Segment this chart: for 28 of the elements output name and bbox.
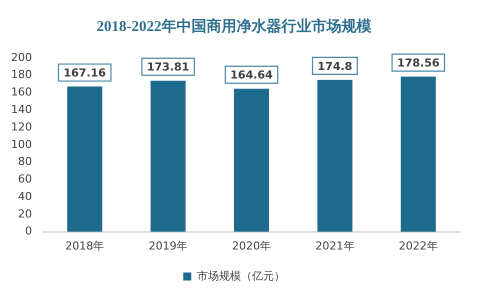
- y-tick-label: 200: [10, 50, 32, 64]
- x-tick-label: 2019年: [148, 239, 188, 252]
- legend-label: 市场规模（亿元）: [196, 269, 285, 282]
- y-tick-label: 180: [10, 68, 32, 82]
- bar: [400, 76, 436, 232]
- y-tick-label: 40: [18, 190, 32, 203]
- y-tick-label: 120: [10, 120, 32, 134]
- chart-title: 2018-2022年中国商用净水器行业市场规模: [96, 16, 372, 35]
- bar: [317, 80, 352, 232]
- x-tick-label: 2020年: [232, 239, 271, 252]
- data-label: 164.64: [230, 68, 274, 82]
- bar: [67, 86, 102, 232]
- x-tick-label: 2021年: [315, 239, 354, 252]
- x-tick-label: 2018年: [65, 239, 104, 252]
- data-label: 174.8: [318, 60, 352, 73]
- y-tick-label: 60: [18, 172, 32, 186]
- data-label: 173.81: [146, 60, 190, 74]
- y-tick-label: 20: [18, 207, 32, 220]
- bar: [150, 80, 186, 232]
- y-tick-label: 80: [18, 155, 32, 168]
- data-label: 178.56: [397, 56, 440, 70]
- y-tick-label: 140: [10, 103, 32, 116]
- data-label: 167.16: [63, 66, 106, 80]
- y-tick-label: 100: [10, 138, 32, 151]
- y-tick-label: 0: [24, 224, 32, 238]
- bar: [234, 88, 270, 232]
- x-tick-label: 2022年: [398, 239, 438, 252]
- y-tick-label: 160: [10, 86, 32, 99]
